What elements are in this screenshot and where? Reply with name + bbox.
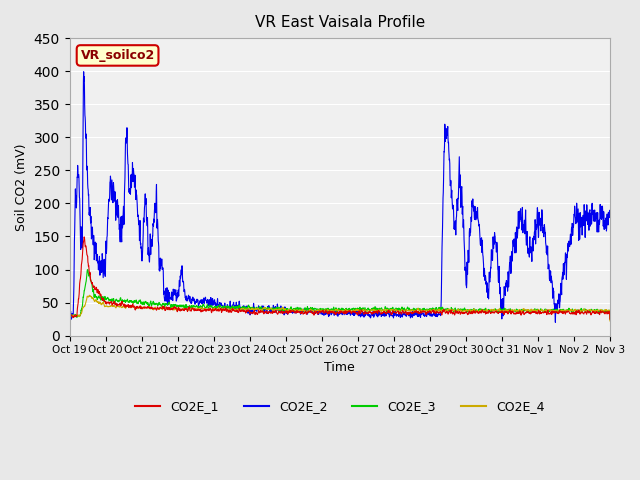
CO2E_4 — [367, 307, 375, 312]
CO2E_2 — [356, 312, 364, 317]
CO2E_3 — [356, 306, 364, 312]
CO2E_2 — [559, 273, 566, 279]
Text: VR_soilco2: VR_soilco2 — [81, 49, 155, 62]
CO2E_2 — [367, 311, 375, 316]
CO2E_4 — [573, 308, 581, 313]
CO2E_3 — [573, 307, 581, 313]
CO2E_4 — [497, 308, 505, 313]
CO2E_2 — [497, 307, 505, 312]
Line: CO2E_4: CO2E_4 — [70, 295, 610, 323]
CO2E_2 — [66, 320, 74, 325]
CO2E_2 — [573, 216, 581, 222]
CO2E_1 — [356, 308, 364, 314]
CO2E_1 — [66, 319, 74, 325]
CO2E_1 — [606, 316, 614, 322]
CO2E_3 — [559, 307, 566, 313]
Line: CO2E_2: CO2E_2 — [70, 72, 610, 323]
CO2E_1 — [497, 310, 505, 315]
CO2E_3 — [217, 303, 225, 309]
CO2E_4 — [606, 318, 614, 324]
Legend: CO2E_1, CO2E_2, CO2E_3, CO2E_4: CO2E_1, CO2E_2, CO2E_3, CO2E_4 — [131, 396, 549, 419]
Line: CO2E_3: CO2E_3 — [70, 270, 610, 323]
CO2E_4 — [86, 292, 93, 298]
CO2E_3 — [84, 267, 92, 273]
CO2E_3 — [606, 316, 614, 322]
CO2E_1 — [81, 234, 88, 240]
CO2E_4 — [66, 320, 74, 325]
Y-axis label: Soil CO2 (mV): Soil CO2 (mV) — [15, 143, 28, 230]
CO2E_4 — [356, 309, 364, 314]
CO2E_3 — [497, 307, 505, 312]
CO2E_2 — [606, 215, 614, 220]
CO2E_1 — [559, 309, 566, 314]
CO2E_2 — [80, 69, 88, 74]
CO2E_1 — [367, 310, 375, 316]
CO2E_3 — [367, 307, 375, 312]
CO2E_1 — [217, 306, 225, 312]
CO2E_4 — [217, 307, 225, 313]
CO2E_2 — [217, 301, 225, 307]
Line: CO2E_1: CO2E_1 — [70, 237, 610, 322]
CO2E_4 — [559, 308, 566, 313]
X-axis label: Time: Time — [324, 361, 355, 374]
CO2E_3 — [66, 320, 74, 325]
Title: VR East Vaisala Profile: VR East Vaisala Profile — [255, 15, 425, 30]
CO2E_1 — [573, 309, 581, 315]
